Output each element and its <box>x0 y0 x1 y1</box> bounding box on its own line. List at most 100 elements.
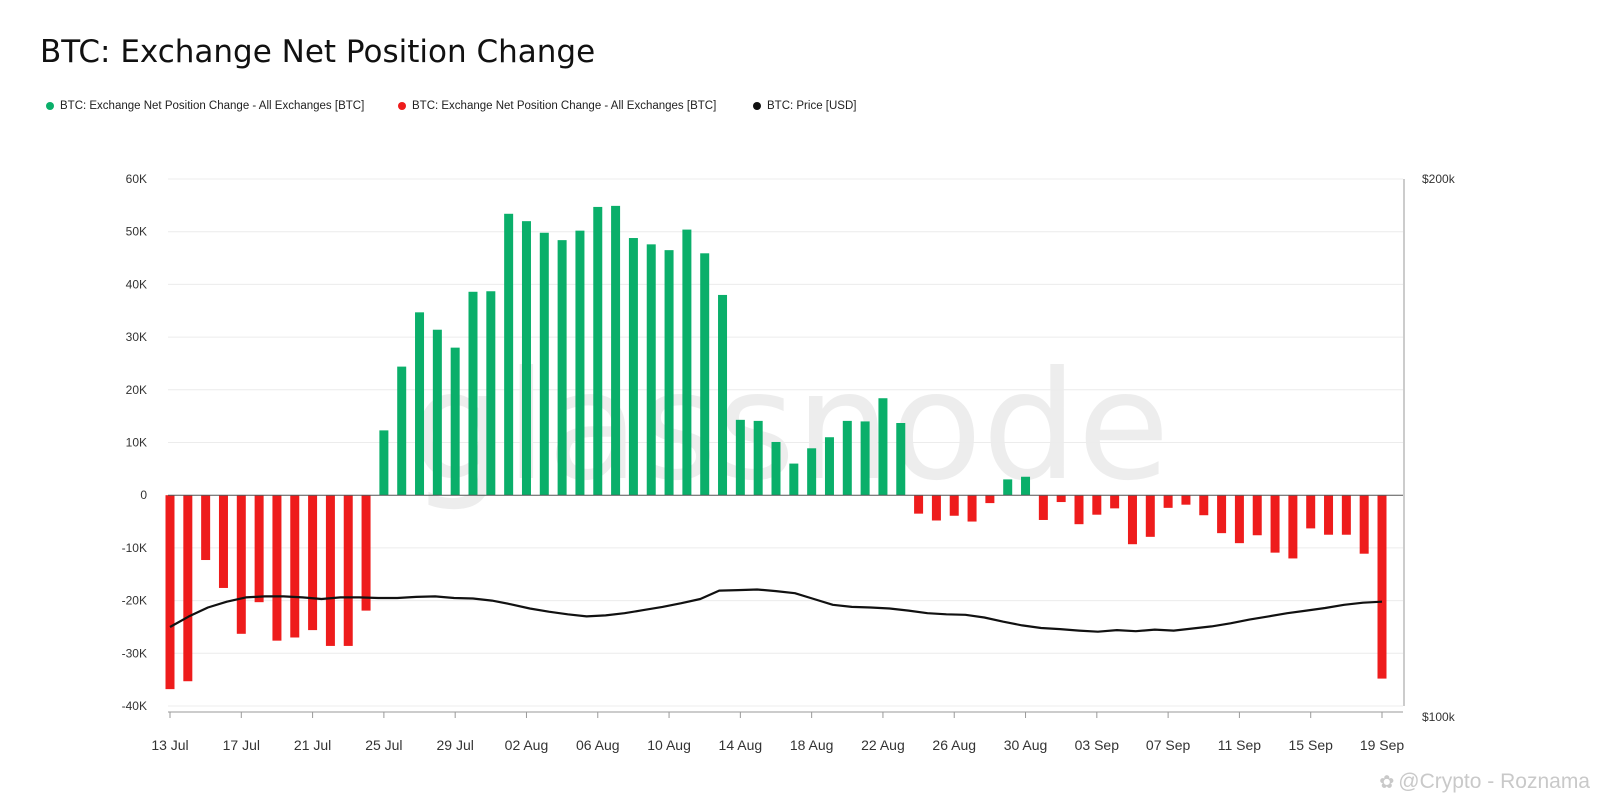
bar-inflow <box>468 291 478 496</box>
bar-outflow <box>254 495 264 603</box>
legend-label: BTC: Price [USD] <box>767 100 857 112</box>
chart-legend: BTC: Exchange Net Position Change - All … <box>46 100 856 112</box>
x-tick-label: 11 Sep <box>1218 737 1262 753</box>
x-tick-label: 25 Jul <box>365 737 402 753</box>
watermark: ✿ @Crypto - Roznama <box>1379 770 1590 794</box>
y-right-tick-label: $100k <box>1422 710 1456 724</box>
bar-inflow <box>753 420 763 496</box>
bar-outflow <box>343 495 353 646</box>
bar-outflow <box>236 495 246 634</box>
bar-inflow <box>521 221 531 496</box>
price-line <box>169 588 1383 633</box>
bar-outflow <box>361 495 371 611</box>
bar-inflow <box>664 250 674 496</box>
y-tick-label: -10K <box>122 541 147 555</box>
bar-inflow <box>557 240 567 496</box>
bar-inflow <box>432 329 442 496</box>
bar-outflow <box>201 495 211 561</box>
x-tick-label: 22 Aug <box>861 737 905 753</box>
bar-outflow <box>1324 495 1334 535</box>
x-tick-label: 02 Aug <box>505 737 549 753</box>
bar-inflow <box>415 312 425 496</box>
bar-inflow <box>628 238 638 496</box>
x-tick-label: 17 Jul <box>223 737 260 753</box>
x-tick-label: 18 Aug <box>790 737 834 753</box>
bar-inflow <box>878 398 888 496</box>
x-tick-label: 29 Jul <box>436 737 473 753</box>
bar-outflow <box>165 495 175 690</box>
y-tick-label: 30K <box>126 330 147 344</box>
x-tick-label: 06 Aug <box>576 737 620 753</box>
binance-square-icon: ✿ <box>1379 771 1395 792</box>
bar-outflow <box>1163 495 1173 508</box>
bar-inflow <box>646 244 656 496</box>
y-tick-label: 60K <box>126 172 147 186</box>
bar-inflow <box>771 441 781 496</box>
bar-inflow <box>718 294 728 496</box>
bar-outflow <box>1074 495 1084 525</box>
bar-outflow <box>290 495 300 638</box>
y-tick-label: -40K <box>122 699 147 713</box>
x-tick-label: 30 Aug <box>1004 737 1048 753</box>
bar-outflow <box>1199 495 1209 516</box>
y-tick-label: 50K <box>126 225 147 239</box>
bar-outflow <box>1341 495 1351 535</box>
bar-outflow <box>183 495 193 682</box>
bar-outflow <box>1234 495 1244 544</box>
bar-outflow <box>949 495 959 516</box>
bar-inflow <box>824 437 834 496</box>
x-tick-label: 15 Sep <box>1289 737 1334 753</box>
bar-inflow <box>450 347 460 496</box>
y-tick-label: 20K <box>126 383 147 397</box>
legend-item-inflow[interactable]: BTC: Exchange Net Position Change - All … <box>46 100 398 112</box>
bar-inflow <box>539 232 549 496</box>
bar-inflow <box>735 419 745 496</box>
bar-outflow <box>914 495 924 514</box>
bar-inflow <box>575 230 585 496</box>
bar-inflow <box>1021 476 1031 496</box>
bar-outflow <box>1306 495 1316 529</box>
bar-outflow <box>1217 495 1227 534</box>
bar-inflow <box>397 366 407 496</box>
bar-inflow <box>1003 479 1013 496</box>
x-tick-label: 03 Sep <box>1075 737 1120 753</box>
bar-outflow <box>1038 495 1048 520</box>
y-tick-label: -20K <box>122 594 147 608</box>
bar-inflow <box>860 421 870 496</box>
bar-outflow <box>1110 495 1120 509</box>
bar-outflow <box>1092 495 1102 515</box>
bar-outflow <box>1056 495 1066 503</box>
bar-outflow <box>1145 495 1155 537</box>
bar-inflow <box>807 448 817 496</box>
legend-label: BTC: Exchange Net Position Change - All … <box>60 100 365 112</box>
chart-title: BTC: Exchange Net Position Change <box>40 34 596 70</box>
bar-outflow <box>218 495 228 588</box>
bar-inflow <box>700 253 710 496</box>
y-tick-label: -30K <box>122 646 147 660</box>
bar-inflow <box>896 423 906 496</box>
legend-dot-green <box>46 102 54 110</box>
bar-outflow <box>272 495 282 641</box>
bar-inflow <box>611 205 621 496</box>
y-right-tick-label: $200k <box>1422 172 1456 186</box>
x-tick-label: 10 Aug <box>647 737 691 753</box>
legend-item-price[interactable]: BTC: Price [USD] <box>753 100 856 112</box>
bar-outflow <box>1270 495 1280 553</box>
bar-inflow <box>504 213 514 496</box>
bar-inflow <box>379 430 389 496</box>
legend-dot-black <box>753 102 761 110</box>
bar-inflow <box>789 463 799 496</box>
bar-outflow <box>1181 495 1191 505</box>
bar-outflow <box>1377 495 1387 679</box>
x-tick-label: 19 Sep <box>1360 737 1405 753</box>
legend-item-outflow[interactable]: BTC: Exchange Net Position Change - All … <box>398 100 753 112</box>
bar-outflow <box>1288 495 1298 559</box>
x-tick-label: 26 Aug <box>932 737 976 753</box>
legend-dot-red <box>398 102 406 110</box>
bar-inflow <box>842 420 852 496</box>
bar-inflow <box>486 291 496 496</box>
y-tick-label: 0 <box>140 488 147 502</box>
bar-outflow <box>1127 495 1137 545</box>
y-tick-label: 10K <box>126 436 147 450</box>
